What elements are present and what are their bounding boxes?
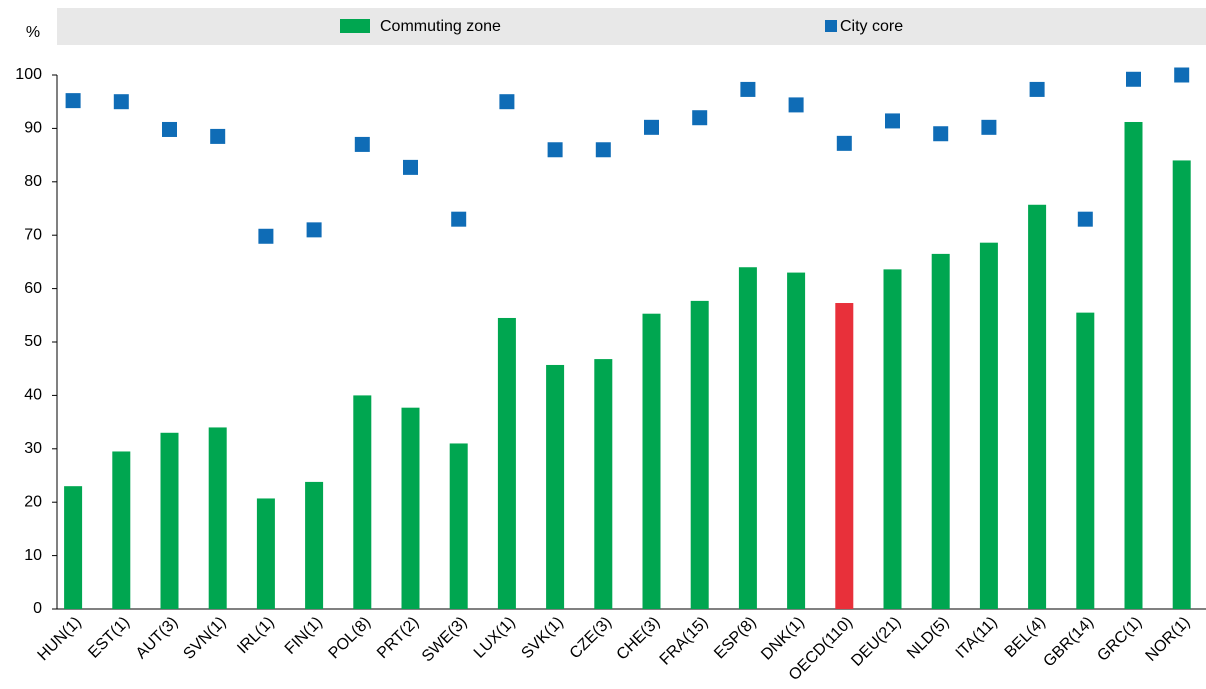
x-tick-label: AUT(3) xyxy=(133,614,181,662)
bar xyxy=(979,242,998,609)
y-tick-label: 100 xyxy=(15,66,42,83)
marker xyxy=(740,81,756,97)
bar xyxy=(594,359,613,609)
y-tick-label: 0 xyxy=(33,600,42,617)
marker xyxy=(547,142,563,158)
legend-band xyxy=(57,8,1206,45)
marker xyxy=(451,211,467,227)
bar xyxy=(1124,121,1143,609)
marker xyxy=(403,159,418,175)
x-tick-label: IRL(1) xyxy=(234,614,277,657)
y-tick-label: 80 xyxy=(24,173,42,190)
x-tick-label: FIN(1) xyxy=(282,614,326,658)
marker xyxy=(113,94,129,110)
marker xyxy=(692,110,708,126)
bar xyxy=(690,300,709,609)
bar xyxy=(449,443,468,609)
bar xyxy=(353,395,372,609)
marker xyxy=(981,119,997,135)
marker xyxy=(933,126,949,142)
x-tick-label: SVN(1) xyxy=(180,614,229,663)
x-tick-label: BEL(4) xyxy=(1002,614,1049,661)
marker xyxy=(1077,211,1093,227)
x-tick-label: ITA(11) xyxy=(953,614,1001,662)
x-tick-label: NOR(1) xyxy=(1143,614,1194,665)
bar xyxy=(256,498,275,609)
x-tick-label: SVK(1) xyxy=(518,614,567,663)
x-tick-label: FRA(15) xyxy=(657,614,712,669)
marker xyxy=(499,94,515,110)
marker xyxy=(836,135,852,151)
y-tick-label: 40 xyxy=(24,387,42,404)
bar xyxy=(497,317,516,609)
marker xyxy=(595,142,611,158)
x-tick-label: GBR(14) xyxy=(1040,614,1097,671)
x-tick-label: GRC(1) xyxy=(1094,614,1145,665)
marker xyxy=(1029,81,1045,97)
x-tick-label: HUN(1) xyxy=(35,614,85,664)
bar xyxy=(64,486,83,609)
bar xyxy=(1172,160,1191,609)
legend-label: Commuting zone xyxy=(380,18,501,35)
bar xyxy=(208,427,227,609)
bar xyxy=(883,269,902,609)
bar xyxy=(642,313,661,609)
marker xyxy=(306,222,322,238)
y-tick-label: 10 xyxy=(24,547,42,564)
x-tick-label: PRT(2) xyxy=(374,614,422,662)
marker xyxy=(644,119,659,135)
marker xyxy=(65,93,81,109)
y-tick-label: 20 xyxy=(24,493,42,510)
bar xyxy=(1076,312,1095,609)
marker xyxy=(1174,67,1190,83)
bar xyxy=(931,253,950,609)
legend-swatch xyxy=(825,20,837,32)
bar xyxy=(112,451,131,609)
marker xyxy=(210,128,226,144)
legend-label: City core xyxy=(840,18,903,35)
y-tick-label: 60 xyxy=(24,280,42,297)
legend-swatch xyxy=(340,19,370,33)
marker xyxy=(354,136,370,152)
bar xyxy=(738,267,757,609)
bar xyxy=(1028,204,1047,609)
y-tick-label: 50 xyxy=(24,333,42,350)
marker xyxy=(788,97,804,113)
y-tick-label: 70 xyxy=(24,226,42,243)
x-tick-label: SWE(3) xyxy=(419,614,471,666)
bar xyxy=(835,303,854,609)
x-tick-label: ESP(8) xyxy=(711,614,760,663)
x-tick-label: EST(1) xyxy=(85,614,133,662)
x-tick-label: NLD(5) xyxy=(904,614,952,662)
marker xyxy=(258,228,274,244)
x-tick-label: LUX(1) xyxy=(471,614,519,662)
marker xyxy=(885,113,900,129)
bar xyxy=(160,432,179,609)
y-tick-label: 90 xyxy=(24,120,42,137)
marker xyxy=(162,121,177,137)
bar xyxy=(546,364,565,609)
bar xyxy=(787,272,806,609)
bar xyxy=(305,481,324,609)
x-tick-label: DEU(21) xyxy=(848,614,904,670)
marker xyxy=(1126,71,1141,87)
x-tick-label: POL(8) xyxy=(326,614,375,663)
y-tick-label: 30 xyxy=(24,440,42,457)
bar xyxy=(401,407,420,609)
x-tick-label: CZE(3) xyxy=(567,614,615,662)
y-axis-label: % xyxy=(26,24,40,41)
